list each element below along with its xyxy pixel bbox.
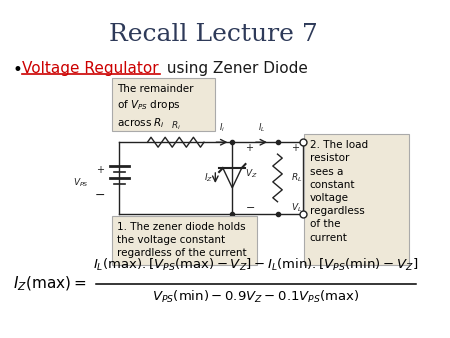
Text: $I_Z(\mathrm{max}) = $: $I_Z(\mathrm{max}) = $ <box>13 275 86 293</box>
Text: $V_Z$: $V_Z$ <box>246 168 258 180</box>
Text: $I_i$: $I_i$ <box>219 122 225 134</box>
Text: +: + <box>96 165 104 175</box>
Text: using Zener Diode: using Zener Diode <box>162 61 307 76</box>
FancyBboxPatch shape <box>112 78 215 131</box>
Text: $I_L(\mathrm{max}).[V_{PS}(\mathrm{max})-V_Z]-I_L(\mathrm{min}).[V_{PS}(\mathrm{: $I_L(\mathrm{max}).[V_{PS}(\mathrm{max})… <box>93 257 418 273</box>
FancyBboxPatch shape <box>112 216 257 265</box>
Text: −: − <box>246 203 255 213</box>
Text: •: • <box>13 61 22 79</box>
Text: The remainder
of $V_{PS}$ drops
across $R_i$: The remainder of $V_{PS}$ drops across $… <box>117 84 194 129</box>
Text: Recall Lecture 7: Recall Lecture 7 <box>109 23 318 46</box>
Text: +: + <box>246 143 253 153</box>
Text: $R_L$: $R_L$ <box>291 172 302 184</box>
Text: 1. The zener diode holds
the voltage constant
regardless of the current: 1. The zener diode holds the voltage con… <box>117 222 247 258</box>
Text: $V_{PS}$: $V_{PS}$ <box>73 177 89 189</box>
Text: $V_L$: $V_L$ <box>291 201 302 214</box>
Text: −: − <box>95 189 106 202</box>
FancyBboxPatch shape <box>304 134 410 265</box>
Text: $V_{PS}(\mathrm{min})-0.9V_Z-0.1V_{PS}(\mathrm{max})$: $V_{PS}(\mathrm{min})-0.9V_Z-0.1V_{PS}(\… <box>152 289 360 305</box>
Text: 2. The load
resistor
sees a
constant
voltage
regardless
of the
current: 2. The load resistor sees a constant vol… <box>310 140 368 243</box>
Text: +: + <box>291 143 299 153</box>
Text: $I_Z$: $I_Z$ <box>204 172 213 184</box>
Text: Voltage Regulator: Voltage Regulator <box>22 61 159 76</box>
Text: $I_L$: $I_L$ <box>258 122 265 134</box>
Text: $R_i$: $R_i$ <box>171 120 181 132</box>
